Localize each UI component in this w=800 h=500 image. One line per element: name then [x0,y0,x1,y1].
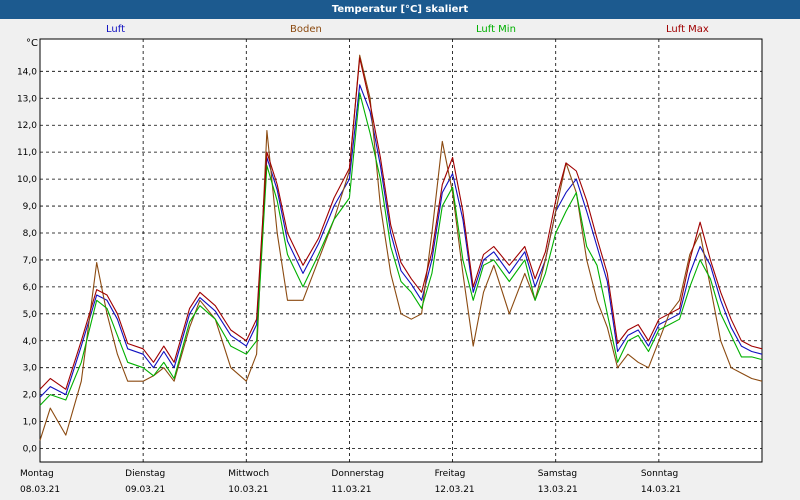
x-tick-date: 11.03.21 [331,485,371,495]
y-axis-unit: °C [26,38,38,49]
grid [40,39,762,462]
y-tick-label: 10,0 [17,175,37,185]
y-tick-label: 4,0 [23,337,38,347]
x-tick-date: 14.03.21 [641,485,681,495]
x-tick-day: Freitag [435,469,466,479]
x-tick-date: 13.03.21 [538,485,578,495]
legend-boden: Boden [290,24,322,35]
chart-title: Temperatur [°C] skaliert [0,0,800,19]
legend-luft: Luft [106,24,125,35]
x-tick-day: Mittwoch [228,469,269,479]
y-tick-label: 7,0 [23,256,38,266]
legend-luft-min: Luft Min [476,24,516,35]
y-tick-label: 3,0 [23,364,38,374]
x-tick-day: Donnerstag [331,469,384,479]
x-tick-day: Dienstag [125,469,165,479]
y-tick-label: 14,0 [17,67,37,77]
x-tick-date: 08.03.21 [20,485,60,495]
y-tick-label: 13,0 [17,94,37,104]
plot-area [39,38,763,463]
y-tick-label: 8,0 [23,229,38,239]
y-tick-label: 2,0 [23,391,38,401]
x-tick-date: 12.03.21 [435,485,475,495]
y-tick-label: 1,0 [23,418,38,428]
x-tick-day: Samstag [538,469,577,479]
y-tick-label: 0,0 [23,445,38,455]
y-tick-label: 5,0 [23,310,38,320]
series-line-luft [39,84,763,398]
y-tick-label: 12,0 [17,121,37,131]
y-tick-label: 11,0 [17,148,37,158]
x-tick-date: 10.03.21 [228,485,268,495]
series-line-luft-min [39,92,763,406]
x-tick-labels: Montag 08.03.21 Dienstag 09.03.21 Mittwoch 10… [20,469,681,495]
legend-luft-max: Luft Max [666,24,709,35]
series-line-luft-max [39,57,763,390]
y-tick-label: 9,0 [23,202,38,212]
x-tick-day: Sonntag [641,469,678,479]
series-lines [39,54,763,441]
y-tick-label: 6,0 [23,283,38,293]
y-tick-labels: 0,0 1,0 2,0 3,0 4,0 5,0 6,0 7,0 8,0 9,0 10,0 11,0 12… [17,67,37,454]
x-tick-date: 09.03.21 [125,485,165,495]
x-tick-day: Montag [20,469,54,479]
